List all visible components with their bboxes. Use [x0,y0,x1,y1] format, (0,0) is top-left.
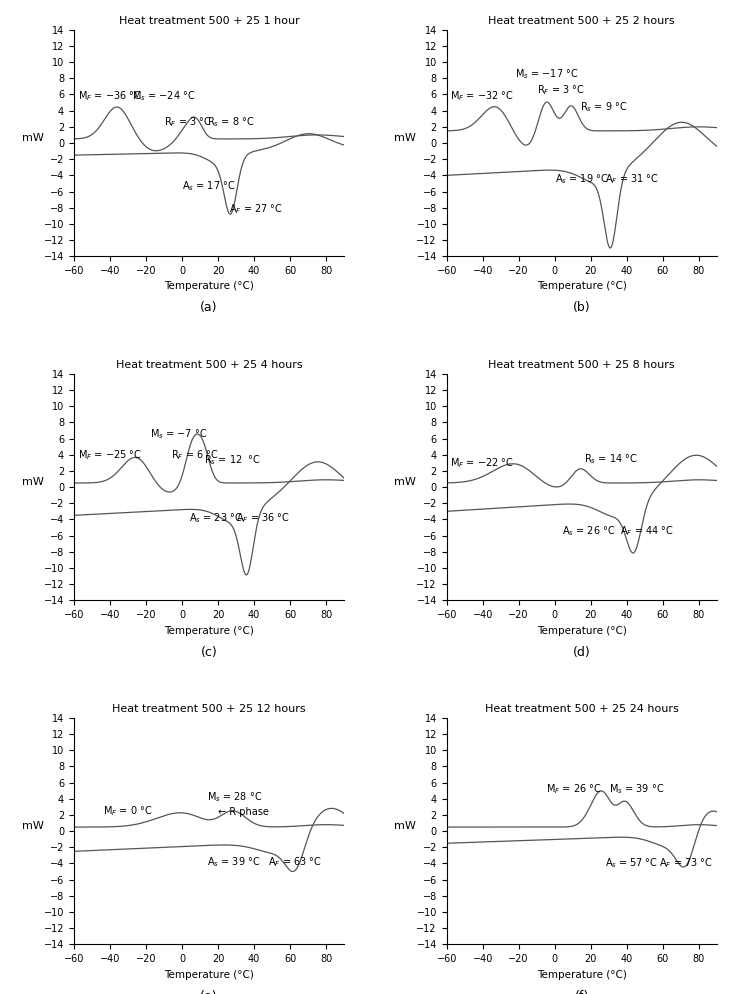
Text: R$_s$ = 8 °C: R$_s$ = 8 °C [207,115,255,129]
Y-axis label: mW: mW [395,821,416,831]
Text: (d): (d) [573,645,590,658]
Text: R$_F$ = 6 °C: R$_F$ = 6 °C [171,448,219,461]
Text: (b): (b) [573,301,590,314]
Text: M$_F$ = 26 °C: M$_F$ = 26 °C [545,782,602,796]
Text: M$_s$ = 28 °C: M$_s$ = 28 °C [207,790,262,804]
Text: M$_F$ = −36 °C: M$_F$ = −36 °C [78,89,141,103]
Title: Heat treatment 500 + 25 1 hour: Heat treatment 500 + 25 1 hour [118,16,299,26]
Text: R$_F$ = 3 °C: R$_F$ = 3 °C [164,115,212,129]
Text: R$_s$ = 9 °C: R$_s$ = 9 °C [580,99,627,113]
Text: A$_F$ = 63 °C: A$_F$ = 63 °C [268,855,322,869]
Text: R$_s$ = 14 °C: R$_s$ = 14 °C [584,452,637,465]
Text: R$_s$ = 12  °C: R$_s$ = 12 °C [203,453,260,467]
Text: (a): (a) [200,301,218,314]
Text: R$_F$ = 3 °C: R$_F$ = 3 °C [537,83,585,97]
Text: A$_F$ = 27 °C: A$_F$ = 27 °C [229,203,283,216]
Text: A$_s$ = 17 °C: A$_s$ = 17 °C [182,179,236,193]
X-axis label: Temperature (°C): Temperature (°C) [537,281,627,291]
Text: M$_F$ = 0 °C: M$_F$ = 0 °C [103,804,152,818]
Y-axis label: mW: mW [21,821,44,831]
X-axis label: Temperature (°C): Temperature (°C) [537,625,627,635]
Y-axis label: mW: mW [21,133,44,143]
Text: M$_F$ = −25 °C: M$_F$ = −25 °C [78,448,141,461]
Title: Heat treatment 500 + 25 2 hours: Heat treatment 500 + 25 2 hours [488,16,675,26]
Text: (f): (f) [575,990,589,994]
Y-axis label: mW: mW [395,477,416,487]
Text: A$_s$ = 39 °C: A$_s$ = 39 °C [207,855,261,869]
Title: Heat treatment 500 + 25 4 hours: Heat treatment 500 + 25 4 hours [116,361,302,371]
Text: A$_s$ = 19 °C: A$_s$ = 19 °C [555,173,608,186]
Text: A$_s$ = 26 °C: A$_s$ = 26 °C [562,525,616,539]
Text: M$_s$ = 39 °C: M$_s$ = 39 °C [609,782,664,796]
Text: M$_F$ = −32 °C: M$_F$ = −32 °C [450,89,514,103]
Text: A$_F$ = 73 °C: A$_F$ = 73 °C [659,857,713,871]
Text: (e): (e) [200,990,218,994]
Title: Heat treatment 500 + 25 8 hours: Heat treatment 500 + 25 8 hours [488,361,675,371]
Text: A$_s$ = 57 °C: A$_s$ = 57 °C [605,857,658,871]
Y-axis label: mW: mW [21,477,44,487]
Title: Heat treatment 500 + 25 24 hours: Heat treatment 500 + 25 24 hours [485,705,678,715]
X-axis label: Temperature (°C): Temperature (°C) [537,969,627,979]
X-axis label: Temperature (°C): Temperature (°C) [164,625,254,635]
Text: M$_F$ = −22 °C: M$_F$ = −22 °C [450,456,514,470]
Text: A$_F$ = 36 °C: A$_F$ = 36 °C [236,511,290,525]
Text: A$_F$ = 44 °C: A$_F$ = 44 °C [619,525,673,539]
X-axis label: Temperature (°C): Temperature (°C) [164,281,254,291]
Text: M$_s$ = −24 °C: M$_s$ = −24 °C [132,89,195,103]
Text: ← R phase: ← R phase [218,807,269,817]
Title: Heat treatment 500 + 25 12 hours: Heat treatment 500 + 25 12 hours [112,705,306,715]
Text: M$_s$ = −7 °C: M$_s$ = −7 °C [149,427,207,441]
Text: A$_s$ = 23 °C: A$_s$ = 23 °C [189,511,243,525]
Text: (c): (c) [200,645,217,658]
Y-axis label: mW: mW [395,133,416,143]
X-axis label: Temperature (°C): Temperature (°C) [164,969,254,979]
Text: A$_F$ = 31 °C: A$_F$ = 31 °C [605,173,659,186]
Text: M$_s$ = −17 °C: M$_s$ = −17 °C [515,68,579,82]
